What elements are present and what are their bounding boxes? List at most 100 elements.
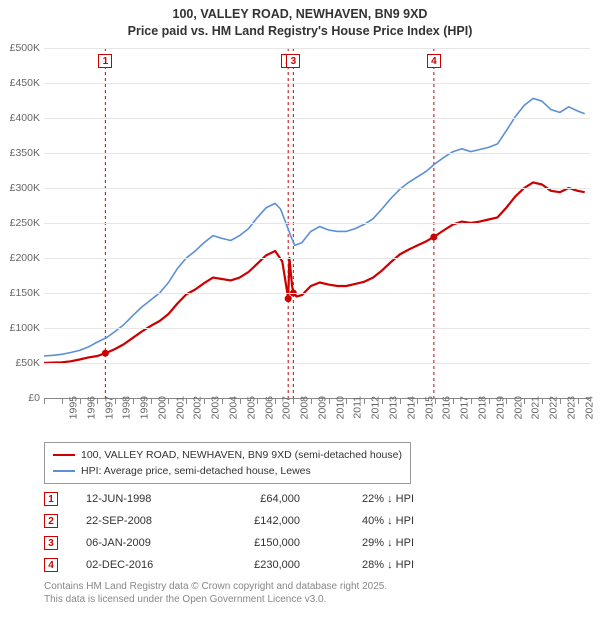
legend-label: HPI: Average price, semi-detached house,… bbox=[81, 463, 311, 479]
x-axis-label: 2016 bbox=[441, 396, 453, 419]
x-tick bbox=[133, 398, 134, 404]
legend-label: 100, VALLEY ROAD, NEWHAVEN, BN9 9XD (sem… bbox=[81, 447, 402, 463]
x-tick bbox=[62, 398, 63, 404]
x-axis-label: 2020 bbox=[512, 396, 524, 419]
gridline bbox=[44, 188, 590, 189]
gridline bbox=[44, 258, 590, 259]
title-line-2: Price paid vs. HM Land Registry's House … bbox=[0, 23, 600, 40]
x-tick bbox=[417, 398, 418, 404]
x-axis-label: 1999 bbox=[138, 396, 150, 419]
tx-number: 1 bbox=[44, 492, 58, 506]
x-axis-label: 2008 bbox=[299, 396, 311, 419]
x-tick bbox=[257, 398, 258, 404]
tx-price: £150,000 bbox=[200, 537, 300, 549]
y-axis-label: £200K bbox=[0, 252, 40, 264]
x-axis-label: 1995 bbox=[67, 396, 79, 419]
series-marker bbox=[102, 350, 109, 357]
chart-title: 100, VALLEY ROAD, NEWHAVEN, BN9 9XD Pric… bbox=[0, 0, 600, 40]
tx-date: 06-JAN-2009 bbox=[72, 537, 186, 549]
x-tick bbox=[578, 398, 579, 404]
x-axis-label: 2000 bbox=[156, 396, 168, 419]
x-axis-label: 2014 bbox=[405, 396, 417, 419]
x-tick bbox=[204, 398, 205, 404]
x-axis-label: 2019 bbox=[494, 396, 506, 419]
y-axis-label: £100K bbox=[0, 322, 40, 334]
x-tick bbox=[151, 398, 152, 404]
x-axis-label: 2006 bbox=[263, 396, 275, 419]
tx-delta: 29% ↓ HPI bbox=[314, 537, 414, 549]
x-axis-label: 2001 bbox=[174, 396, 186, 419]
gridline bbox=[44, 83, 590, 84]
series-line bbox=[44, 182, 585, 363]
x-tick bbox=[168, 398, 169, 404]
legend-swatch bbox=[53, 470, 75, 472]
y-axis-label: £300K bbox=[0, 182, 40, 194]
gridline bbox=[44, 118, 590, 119]
x-tick bbox=[560, 398, 561, 404]
footnote-line-1: Contains HM Land Registry data © Crown c… bbox=[44, 580, 387, 593]
gridline bbox=[44, 293, 590, 294]
y-axis-label: £0 bbox=[0, 392, 40, 404]
x-tick bbox=[97, 398, 98, 404]
tx-price: £230,000 bbox=[200, 559, 300, 571]
x-axis-label: 2007 bbox=[281, 396, 293, 419]
x-axis-label: 2010 bbox=[334, 396, 346, 419]
x-axis-label: 2011 bbox=[351, 396, 363, 419]
x-tick bbox=[506, 398, 507, 404]
footnote: Contains HM Land Registry data © Crown c… bbox=[44, 580, 387, 606]
x-tick bbox=[400, 398, 401, 404]
x-tick bbox=[524, 398, 525, 404]
x-tick bbox=[364, 398, 365, 404]
tx-date: 22-SEP-2008 bbox=[72, 515, 186, 527]
x-axis-label: 2021 bbox=[530, 396, 542, 419]
x-axis-label: 1997 bbox=[103, 396, 115, 419]
x-tick bbox=[186, 398, 187, 404]
y-axis-label: £150K bbox=[0, 287, 40, 299]
x-tick bbox=[80, 398, 81, 404]
gridline bbox=[44, 153, 590, 154]
title-line-1: 100, VALLEY ROAD, NEWHAVEN, BN9 9XD bbox=[0, 6, 600, 23]
y-axis-label: £450K bbox=[0, 77, 40, 89]
x-axis-label: 2012 bbox=[370, 396, 382, 419]
gridline bbox=[44, 328, 590, 329]
x-tick bbox=[311, 398, 312, 404]
y-axis-label: £400K bbox=[0, 112, 40, 124]
table-row: 4 02-DEC-2016 £230,000 28% ↓ HPI bbox=[44, 554, 414, 576]
tx-price: £142,000 bbox=[200, 515, 300, 527]
x-axis-label: 2022 bbox=[548, 396, 560, 419]
x-axis-label: 2023 bbox=[565, 396, 577, 419]
x-axis-label: 2015 bbox=[423, 396, 435, 419]
legend-item: HPI: Average price, semi-detached house,… bbox=[53, 463, 402, 479]
x-tick bbox=[346, 398, 347, 404]
tx-date: 02-DEC-2016 bbox=[72, 559, 186, 571]
x-tick bbox=[44, 398, 45, 404]
x-tick bbox=[471, 398, 472, 404]
tx-number: 2 bbox=[44, 514, 58, 528]
x-tick bbox=[435, 398, 436, 404]
x-axis-label: 2005 bbox=[245, 396, 257, 419]
x-axis-label: 2002 bbox=[192, 396, 204, 419]
x-tick bbox=[542, 398, 543, 404]
x-axis-label: 2018 bbox=[476, 396, 488, 419]
series-marker bbox=[285, 295, 292, 302]
x-tick bbox=[240, 398, 241, 404]
x-tick bbox=[293, 398, 294, 404]
x-axis-label: 2017 bbox=[459, 396, 471, 419]
x-axis-label: 1996 bbox=[85, 396, 97, 419]
price-chart: £0£50K£100K£150K£200K£250K£300K£350K£400… bbox=[44, 48, 590, 399]
tx-delta: 28% ↓ HPI bbox=[314, 559, 414, 571]
table-row: 112-JUN-1998£64,00022% ↓ HPI bbox=[44, 488, 414, 510]
event-marker: 4 bbox=[427, 54, 441, 68]
x-axis-label: 2004 bbox=[227, 396, 239, 419]
tx-date: 12-JUN-1998 bbox=[72, 493, 186, 505]
tx-price: £64,000 bbox=[200, 493, 300, 505]
legend-item: 100, VALLEY ROAD, NEWHAVEN, BN9 9XD (sem… bbox=[53, 447, 402, 463]
tx-number: 4 bbox=[44, 558, 58, 572]
x-axis-label: 2009 bbox=[316, 396, 328, 419]
event-marker: 3 bbox=[286, 54, 300, 68]
legend-swatch bbox=[53, 454, 75, 456]
table-row: 3 06-JAN-2009 £150,000 29% ↓ HPI bbox=[44, 532, 414, 554]
footnote-line-2: This data is licensed under the Open Gov… bbox=[44, 593, 387, 606]
table-row: 222-SEP-2008£142,00040% ↓ HPI bbox=[44, 510, 414, 532]
tx-number: 3 bbox=[44, 536, 58, 550]
